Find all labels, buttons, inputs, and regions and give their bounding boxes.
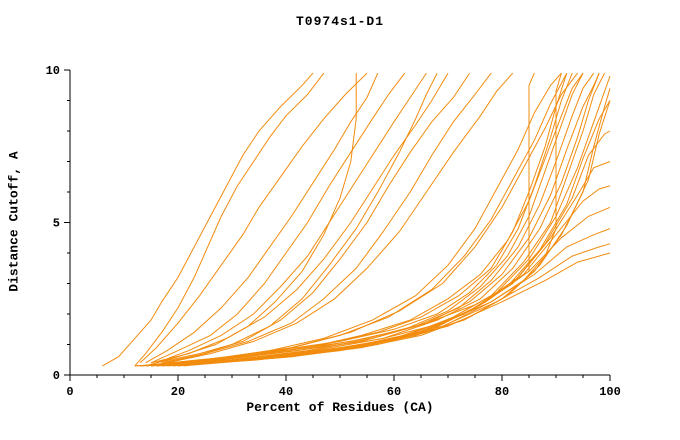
model-curve xyxy=(140,100,611,367)
model-curve xyxy=(150,72,449,364)
x-tick-label: 60 xyxy=(387,385,401,399)
model-curve xyxy=(139,72,368,364)
y-axis-label: Distance Cutoff, A xyxy=(6,151,22,292)
model-curve xyxy=(145,73,357,367)
x-tick-label: 40 xyxy=(279,385,293,399)
model-curve xyxy=(150,72,438,367)
chart-title: T0974s1-D1 xyxy=(295,14,384,29)
y-tick-label: 10 xyxy=(46,64,60,78)
x-tick-label: 20 xyxy=(171,385,185,399)
model-curve xyxy=(145,72,379,364)
model-curve xyxy=(140,72,573,367)
model-curve xyxy=(167,72,514,364)
model-curve xyxy=(177,228,611,367)
model-curve xyxy=(172,206,611,367)
x-axis-label: Percent of Residues (CA) xyxy=(246,400,434,415)
model-curve xyxy=(102,72,314,367)
model-curve xyxy=(134,72,325,367)
model-curve xyxy=(156,72,606,367)
model-curve xyxy=(134,72,584,367)
model-curve xyxy=(161,72,492,364)
model-curve xyxy=(156,72,427,364)
model-curve xyxy=(156,72,578,367)
model-curve xyxy=(156,72,471,364)
model-curve xyxy=(177,243,611,367)
model-curve xyxy=(150,72,406,364)
model-curve xyxy=(140,72,568,367)
model-curve xyxy=(150,72,562,367)
x-tick-label: 80 xyxy=(495,385,509,399)
y-tick-label: 0 xyxy=(53,369,60,383)
model-curve xyxy=(145,72,535,367)
x-tick-label: 100 xyxy=(599,385,621,399)
model-curve xyxy=(150,72,568,367)
model-curve xyxy=(150,72,600,367)
x-tick-label: 0 xyxy=(66,385,73,399)
model-curve xyxy=(183,252,611,367)
model-curve xyxy=(161,75,611,367)
y-tick-label: 5 xyxy=(53,217,60,231)
